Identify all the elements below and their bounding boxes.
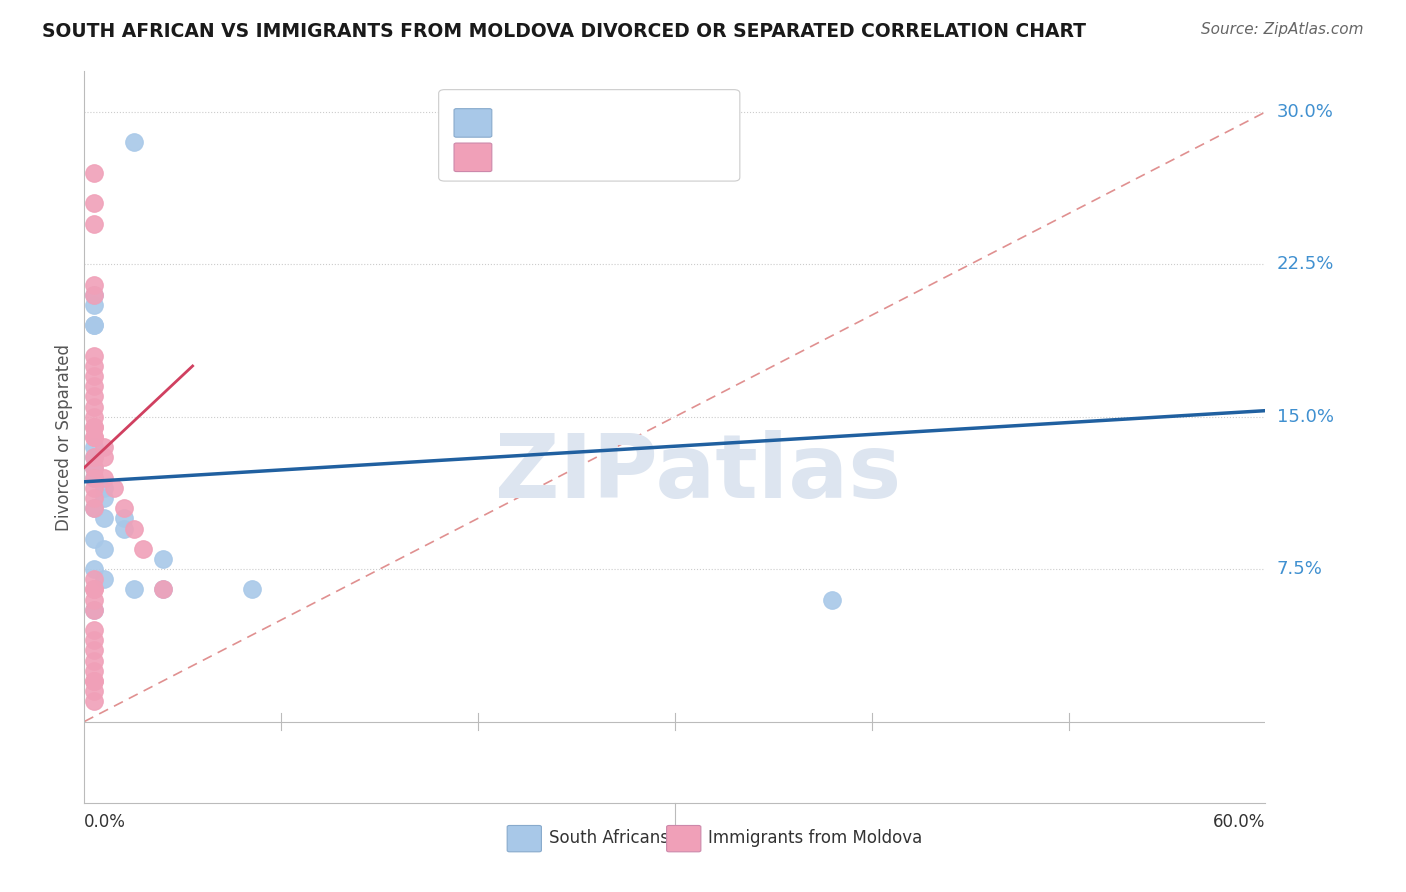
Point [83, 603, 105, 617]
Point [83, 288, 105, 302]
Point [83, 582, 105, 597]
Point [83, 277, 105, 292]
Point [93, 541, 115, 556]
Point [122, 521, 145, 535]
Text: 0.0%: 0.0% [84, 813, 127, 831]
Text: 22.5%: 22.5% [1277, 255, 1334, 273]
Point [83, 450, 105, 465]
Point [83, 633, 105, 648]
Text: R = 0.103: R = 0.103 [502, 112, 592, 130]
Point [83, 491, 105, 505]
Text: ZIPatlas: ZIPatlas [495, 430, 901, 517]
Point [83, 501, 105, 516]
FancyBboxPatch shape [508, 825, 541, 852]
Point [83, 369, 105, 384]
Point [112, 501, 135, 516]
Point [83, 694, 105, 708]
Point [83, 400, 105, 414]
Point [83, 359, 105, 373]
Point [83, 673, 105, 688]
Text: N = 44: N = 44 [627, 146, 690, 164]
Point [821, 592, 844, 607]
Point [83, 460, 105, 475]
Point [83, 318, 105, 333]
Point [93, 511, 115, 525]
Point [132, 541, 155, 556]
Point [93, 572, 115, 586]
Point [83, 643, 105, 657]
Text: R = 0.166: R = 0.166 [502, 146, 592, 164]
Point [83, 349, 105, 363]
Point [103, 481, 125, 495]
Text: 15.0%: 15.0% [1277, 408, 1333, 425]
Point [83, 603, 105, 617]
Point [93, 471, 115, 485]
Point [83, 217, 105, 231]
Text: 60.0%: 60.0% [1213, 813, 1265, 831]
FancyBboxPatch shape [454, 109, 492, 137]
Point [152, 582, 174, 597]
Point [83, 673, 105, 688]
Point [83, 664, 105, 678]
Text: SOUTH AFRICAN VS IMMIGRANTS FROM MOLDOVA DIVORCED OR SEPARATED CORRELATION CHART: SOUTH AFRICAN VS IMMIGRANTS FROM MOLDOVA… [42, 22, 1087, 41]
FancyBboxPatch shape [666, 825, 700, 852]
Point [240, 582, 263, 597]
Point [83, 471, 105, 485]
Point [83, 562, 105, 576]
Point [83, 166, 105, 180]
Point [83, 196, 105, 211]
Point [152, 552, 174, 566]
Point [83, 298, 105, 312]
Point [112, 521, 135, 535]
Point [83, 481, 105, 495]
Point [83, 501, 105, 516]
Point [83, 420, 105, 434]
Point [83, 471, 105, 485]
FancyBboxPatch shape [454, 143, 492, 171]
Point [83, 288, 105, 302]
Text: 30.0%: 30.0% [1277, 103, 1333, 121]
Point [83, 430, 105, 444]
Point [122, 136, 145, 150]
Text: Immigrants from Moldova: Immigrants from Moldova [709, 829, 922, 847]
Point [83, 532, 105, 546]
Point [93, 491, 115, 505]
Point [83, 684, 105, 698]
Point [83, 420, 105, 434]
Point [83, 572, 105, 586]
Point [83, 430, 105, 444]
Text: N = 25: N = 25 [627, 112, 690, 130]
Point [83, 409, 105, 424]
Point [93, 440, 115, 454]
Point [83, 582, 105, 597]
Text: Source: ZipAtlas.com: Source: ZipAtlas.com [1201, 22, 1364, 37]
Point [93, 481, 115, 495]
Point [112, 511, 135, 525]
Point [122, 582, 145, 597]
Point [83, 592, 105, 607]
Point [83, 460, 105, 475]
Point [83, 440, 105, 454]
FancyBboxPatch shape [439, 90, 740, 181]
Point [83, 389, 105, 403]
Point [83, 654, 105, 668]
Point [83, 318, 105, 333]
Point [83, 379, 105, 393]
Point [83, 450, 105, 465]
Point [152, 582, 174, 597]
Point [83, 623, 105, 637]
Text: 7.5%: 7.5% [1277, 560, 1323, 578]
Text: South Africans: South Africans [548, 829, 668, 847]
Y-axis label: Divorced or Separated: Divorced or Separated [55, 343, 73, 531]
Point [93, 450, 115, 465]
